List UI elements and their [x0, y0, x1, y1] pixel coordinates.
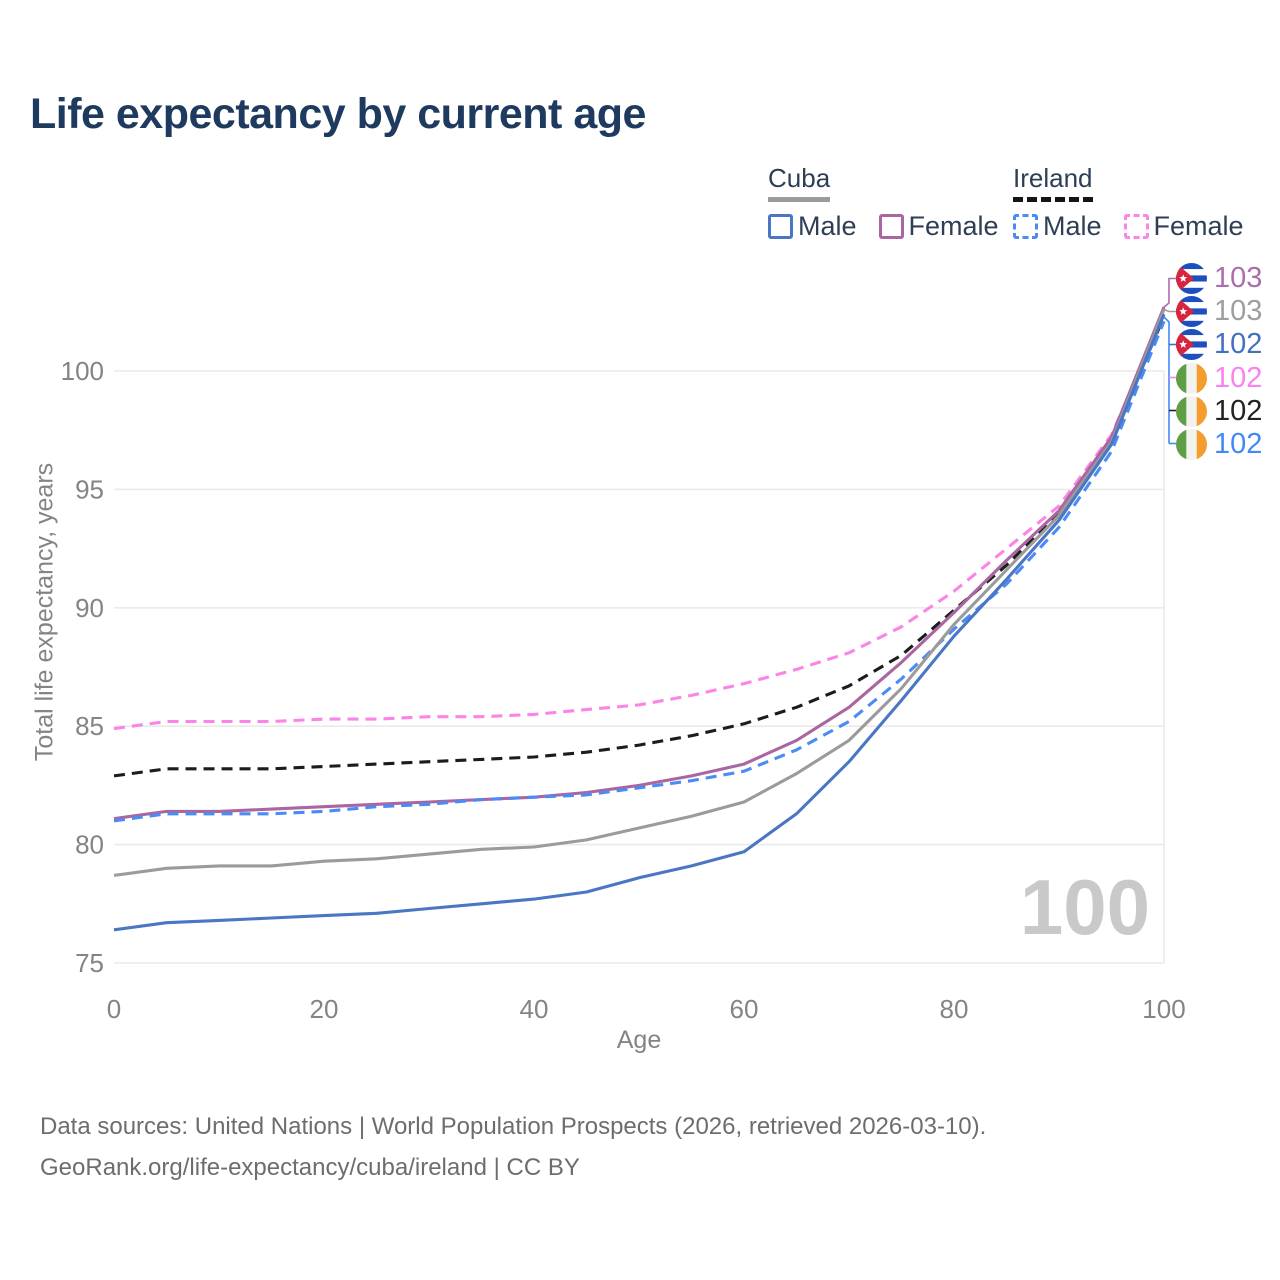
end-label-cuba-female: 103: [1176, 262, 1262, 295]
y-tick-label-95: 95: [75, 474, 104, 504]
legend-item-cuba-female[interactable]: Female: [878, 211, 999, 242]
legend-item-label: Female: [1153, 211, 1244, 241]
cuba-male-swatch-icon: [768, 214, 793, 239]
x-tick-label-100: 100: [1142, 994, 1185, 1024]
x-tick-label-0: 0: [107, 994, 121, 1024]
cuba-flag-icon: [1176, 263, 1207, 294]
end-label-ireland-male: 102: [1176, 428, 1262, 461]
legend-item-label: Female: [908, 211, 999, 241]
series-line-cuba-male: [113, 313, 1166, 932]
data-source-text: Data sources: United Nations | World Pop…: [40, 1113, 987, 1140]
legend-item-label: Male: [798, 211, 857, 241]
y-tick-label-100: 100: [61, 356, 104, 386]
end-label-ireland-both: 102: [1176, 395, 1262, 428]
footer: Data sources: United Nations | World Pop…: [40, 1106, 986, 1188]
leader-line-cuba-female: [1163, 277, 1176, 308]
end-label-cuba-male: 102: [1176, 328, 1262, 361]
attribution-link[interactable]: GeoRank.org/life-expectancy/cuba/ireland…: [40, 1154, 580, 1181]
end-value: 103: [1214, 295, 1263, 327]
legend-item-label: Male: [1043, 211, 1102, 241]
legend-group-ireland: Ireland Male Female: [1013, 163, 1244, 242]
cuba-flag-icon: [1176, 329, 1207, 360]
legend-item-cuba-male[interactable]: Male: [768, 211, 857, 242]
end-value: 102: [1214, 328, 1263, 360]
leader-line-cuba-both: [1163, 308, 1176, 313]
legend-items-ireland: Male Female: [1013, 211, 1244, 242]
ireland-flag-icon: [1176, 395, 1207, 427]
x-tick-label-80: 80: [940, 994, 969, 1024]
end-value: 102: [1214, 361, 1263, 394]
end-label-ireland-female: 102: [1176, 362, 1262, 395]
legend-item-ireland-female[interactable]: Female: [1123, 211, 1244, 242]
legend-country-ireland[interactable]: Ireland: [1013, 163, 1093, 202]
x-axis-title: Age: [616, 1026, 662, 1054]
end-value: 102: [1214, 394, 1263, 427]
legend-country-cuba[interactable]: Cuba: [768, 163, 831, 202]
x-tick-label-40: 40: [520, 994, 549, 1024]
leader-stem: [1163, 316, 1170, 444]
end-label-cuba-both: 103: [1176, 295, 1262, 328]
x-tick-label-20: 20: [310, 994, 339, 1024]
cuba-female-swatch-icon: [878, 214, 904, 239]
x-tick-label-60: 60: [730, 994, 759, 1024]
series-line-ireland-female: [113, 313, 1166, 731]
ireland-flag-icon: [1176, 362, 1207, 394]
end-value: 103: [1214, 262, 1263, 294]
cuba-flag-icon: [1176, 296, 1207, 327]
legend-items-cuba: Male Female: [768, 211, 999, 242]
ireland-female-swatch-icon: [1123, 214, 1149, 239]
series-line-ireland-male: [113, 320, 1166, 823]
legend-group-cuba: Cuba Male Female: [768, 163, 999, 242]
y-tick-label-75: 75: [75, 948, 104, 978]
ireland-flag-icon: [1176, 428, 1207, 460]
ireland-male-swatch-icon: [1013, 214, 1038, 239]
page-title: Life expectancy by current age: [30, 90, 646, 138]
series-line-ireland-both-sexes: [113, 315, 1166, 778]
end-value: 102: [1214, 427, 1263, 460]
series-line-cuba-both-sexes: [113, 308, 1166, 877]
legend-item-ireland-male[interactable]: Male: [1013, 211, 1102, 242]
y-tick-label-90: 90: [75, 593, 104, 623]
y-tick-label-85: 85: [75, 711, 104, 741]
age-watermark: 100: [1019, 863, 1150, 951]
series-line-cuba-female: [113, 306, 1166, 821]
y-tick-label-80: 80: [75, 830, 104, 860]
